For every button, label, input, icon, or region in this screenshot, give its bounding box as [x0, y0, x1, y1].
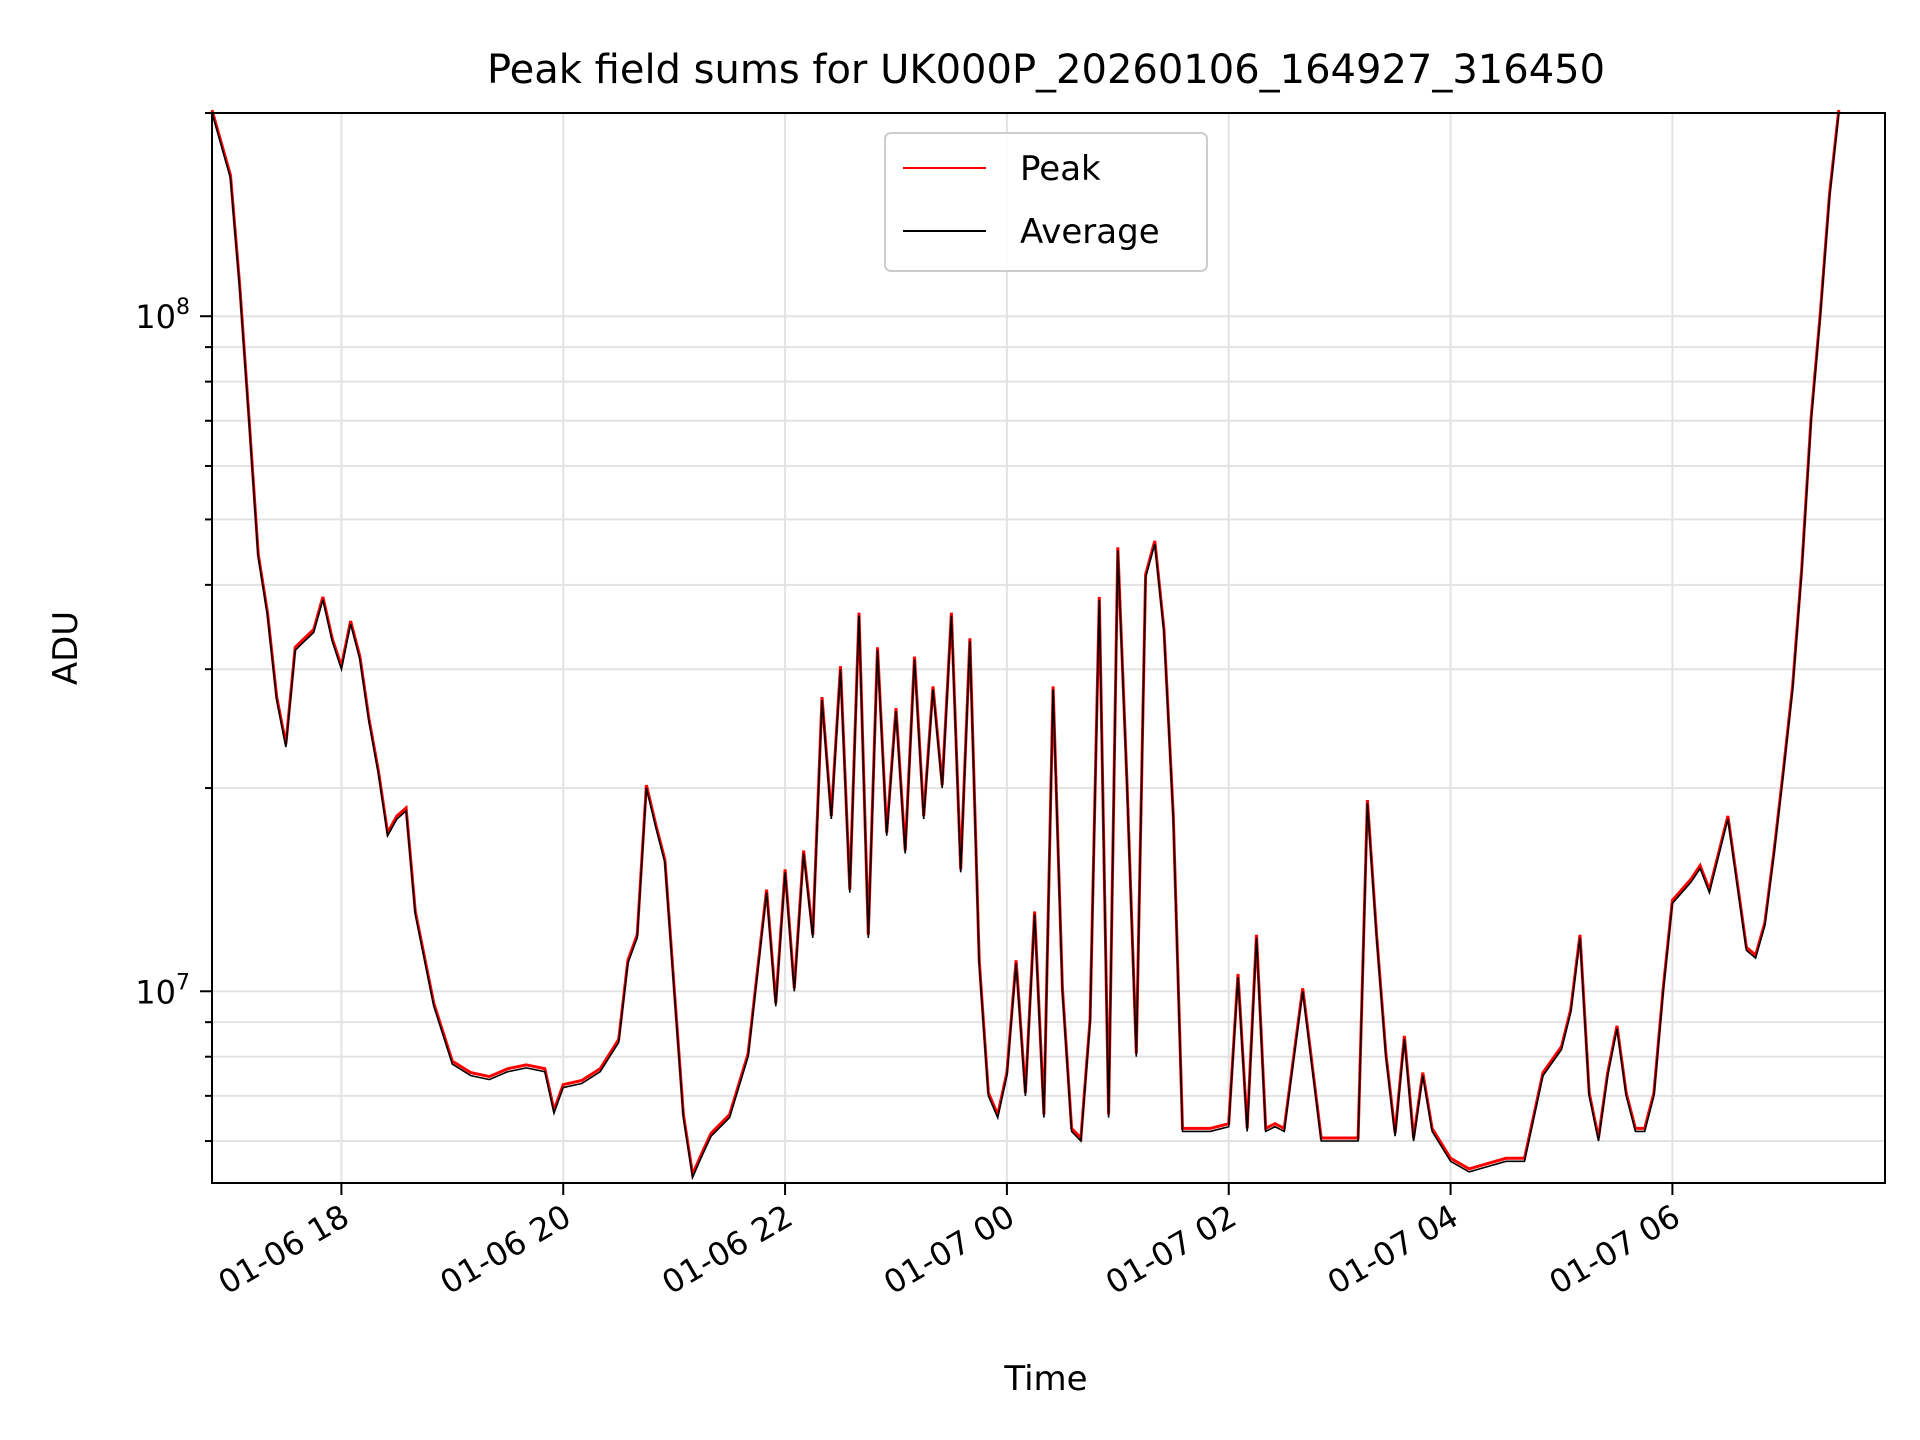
y-tick-label: 108 — [135, 295, 190, 336]
legend-peak-label: Peak — [1020, 149, 1101, 189]
x-gridlines — [340, 113, 1674, 1183]
y-axis-ticks: 107 108 — [135, 112, 212, 1143]
legend: Peak Average — [884, 132, 1208, 272]
y-axis-label: ADU — [46, 611, 86, 685]
chart-title: Peak field sums for UK000P_20260106_1649… — [487, 47, 1605, 93]
plot-frame — [211, 112, 1886, 1184]
average-line — [211, 112, 1840, 1181]
y-tick-label: 107 — [135, 970, 190, 1011]
legend-average-label: Average — [1020, 212, 1160, 252]
x-axis-label: Time — [1003, 1359, 1087, 1399]
average-series — [211, 112, 1840, 1181]
